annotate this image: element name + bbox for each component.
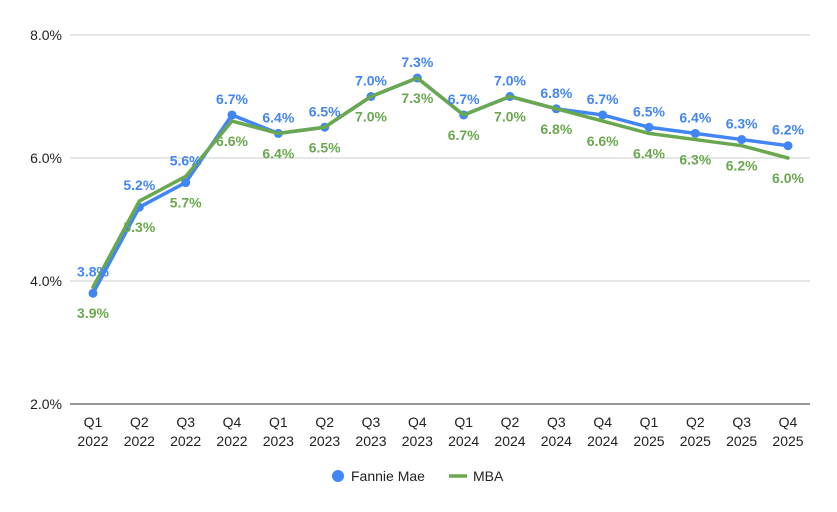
series-line-mba <box>91 76 790 289</box>
x-tick-year: 2025 <box>680 433 711 449</box>
data-label-mba: 6.4% <box>633 145 665 161</box>
data-label-mba: 6.5% <box>309 139 341 155</box>
x-tick-year: 2022 <box>124 433 155 449</box>
data-label-mba: 6.4% <box>262 145 294 161</box>
legend-label-mba: MBA <box>473 468 504 484</box>
x-tick-quarter: Q1 <box>454 414 473 430</box>
data-labels: 3.8% 5.2% 5.6% 6.7% 6.4% 6.5% 7.0% 7.3% 6.7% 7.0%… <box>77 54 804 321</box>
x-tick-quarter: Q4 <box>223 414 242 430</box>
data-label-mba: 5.3% <box>123 219 155 235</box>
data-label-mba: 7.0% <box>494 109 526 125</box>
data-label-mba: 6.7% <box>448 127 480 143</box>
data-point <box>690 128 700 138</box>
data-label-fannie-mae: 7.0% <box>494 73 526 89</box>
data-point <box>181 178 191 188</box>
y-tick-label: 2.0% <box>30 396 62 412</box>
data-label-mba: 6.0% <box>772 170 804 186</box>
x-tick-year: 2023 <box>402 433 433 449</box>
data-label-mba: 6.6% <box>587 133 619 149</box>
data-label-fannie-mae: 6.8% <box>540 85 572 101</box>
x-tick-year: 2025 <box>726 433 757 449</box>
legend-marker-fannie-mae <box>332 470 344 482</box>
y-tick-label: 8.0% <box>30 27 62 43</box>
data-label-fannie-mae: 6.7% <box>448 91 480 107</box>
x-tick-quarter: Q2 <box>315 414 334 430</box>
data-label-fannie-mae: 6.3% <box>726 116 758 132</box>
legend-label-fannie-mae: Fannie Mae <box>351 468 425 484</box>
data-label-fannie-mae: 6.5% <box>633 103 665 119</box>
x-tick-year: 2023 <box>263 433 294 449</box>
data-label-fannie-mae: 5.6% <box>170 152 202 168</box>
data-label-fannie-mae: 7.0% <box>355 73 387 89</box>
y-tick-label: 6.0% <box>30 150 62 166</box>
data-label-mba: 6.8% <box>540 121 572 137</box>
x-axis-ticks: Q1 2022 Q2 2022 Q3 2022 Q4 2022 Q1 2023 Q2 2023 Q3 20… <box>77 414 803 449</box>
data-label-fannie-mae: 7.3% <box>401 54 433 70</box>
data-label-fannie-mae: 6.7% <box>587 91 619 107</box>
data-label-fannie-mae: 3.8% <box>77 263 109 279</box>
legend: Fannie Mae MBA <box>332 468 504 484</box>
x-tick-year: 2024 <box>587 433 618 449</box>
x-tick-year: 2022 <box>170 433 201 449</box>
x-tick-year: 2025 <box>772 433 803 449</box>
x-tick-quarter: Q1 <box>640 414 659 430</box>
x-tick-year: 2024 <box>448 433 479 449</box>
x-tick-quarter: Q3 <box>362 414 381 430</box>
data-point <box>783 141 793 151</box>
data-point <box>737 135 747 145</box>
gridlines <box>70 34 810 405</box>
data-label-fannie-mae: 6.4% <box>679 109 711 125</box>
x-tick-quarter: Q2 <box>130 414 149 430</box>
x-tick-quarter: Q3 <box>176 414 195 430</box>
y-tick-label: 4.0% <box>30 273 62 289</box>
x-tick-quarter: Q2 <box>686 414 705 430</box>
series-lines <box>88 73 793 298</box>
data-point <box>227 110 237 120</box>
x-tick-year: 2024 <box>541 433 572 449</box>
data-label-mba: 3.9% <box>77 305 109 321</box>
data-label-fannie-mae: 6.7% <box>216 91 248 107</box>
x-tick-quarter: Q1 <box>84 414 103 430</box>
x-tick-year: 2022 <box>216 433 247 449</box>
x-tick-year: 2024 <box>494 433 525 449</box>
x-tick-quarter: Q3 <box>732 414 751 430</box>
x-tick-quarter: Q4 <box>593 414 612 430</box>
data-label-fannie-mae: 5.2% <box>123 177 155 193</box>
x-tick-year: 2022 <box>77 433 108 449</box>
data-label-fannie-mae: 6.4% <box>262 109 294 125</box>
x-tick-quarter: Q3 <box>547 414 566 430</box>
x-tick-year: 2023 <box>309 433 340 449</box>
data-label-mba: 5.7% <box>170 195 202 211</box>
data-label-mba: 6.6% <box>216 133 248 149</box>
y-axis-ticks: 2.0% 4.0% 6.0% 8.0% <box>30 27 62 412</box>
data-point <box>644 122 654 132</box>
x-tick-year: 2023 <box>355 433 386 449</box>
x-tick-quarter: Q4 <box>779 414 798 430</box>
data-label-fannie-mae: 6.2% <box>772 122 804 138</box>
x-tick-quarter: Q4 <box>408 414 427 430</box>
data-label-mba: 6.2% <box>726 158 758 174</box>
data-point <box>88 288 98 298</box>
x-tick-quarter: Q2 <box>501 414 520 430</box>
data-label-fannie-mae: 6.5% <box>309 103 341 119</box>
data-point <box>598 110 608 120</box>
x-tick-year: 2025 <box>633 433 664 449</box>
x-tick-quarter: Q1 <box>269 414 288 430</box>
data-label-mba: 7.3% <box>401 90 433 106</box>
data-label-mba: 6.3% <box>679 152 711 168</box>
data-label-mba: 7.0% <box>355 109 387 125</box>
